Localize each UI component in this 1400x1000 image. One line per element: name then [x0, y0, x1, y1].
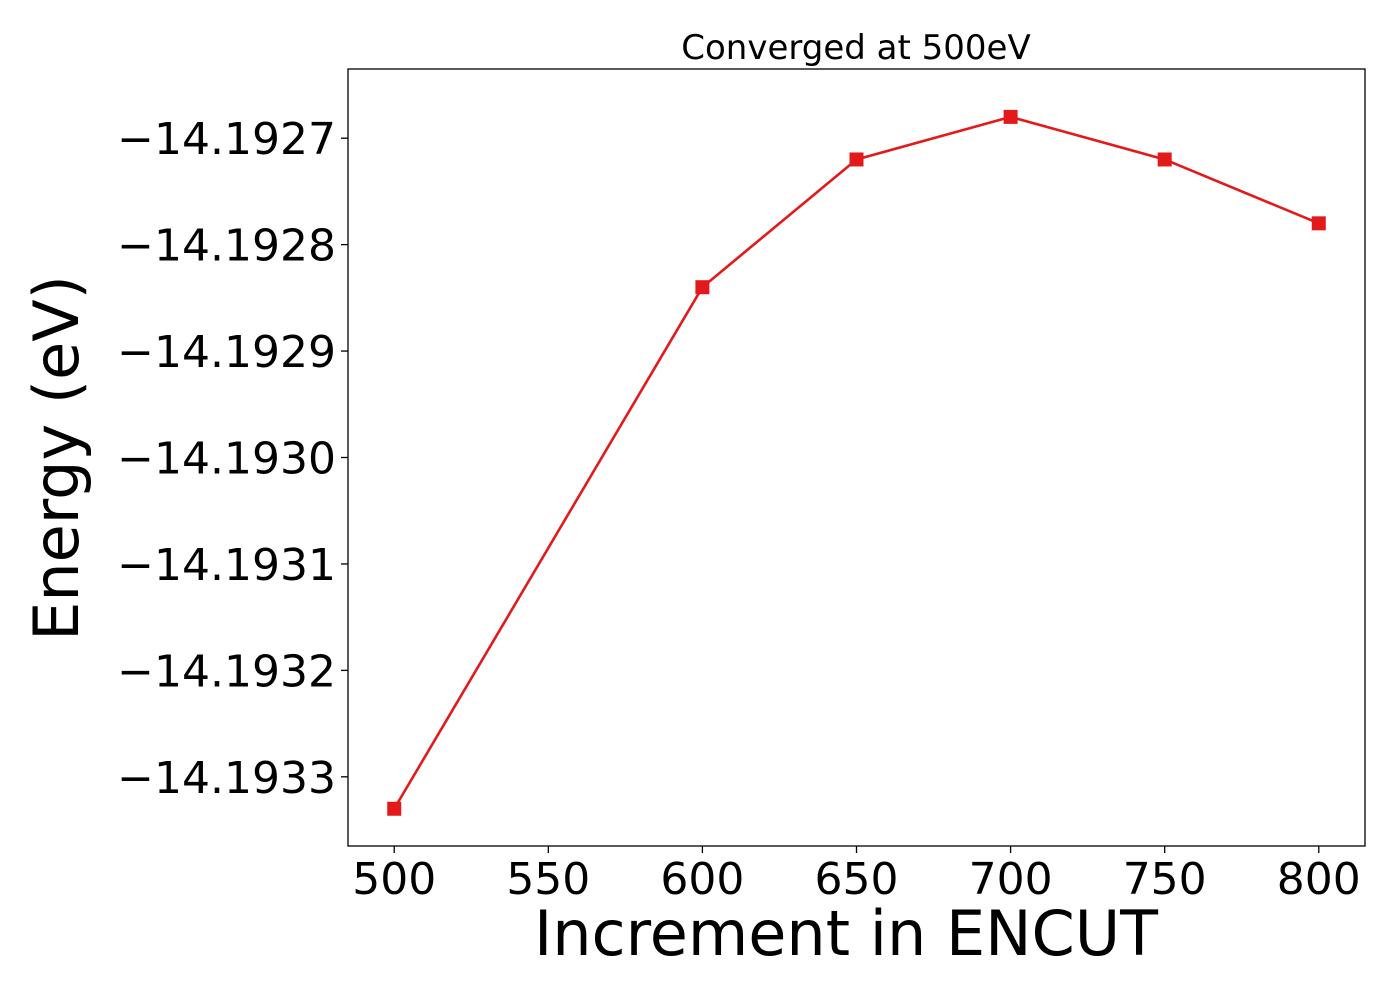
y-tick-label: −14.1931 [117, 540, 336, 591]
x-axis-title: Increment in ENCUT [534, 897, 1159, 970]
y-tick-label: −14.1932 [117, 646, 336, 697]
y-axis-title: Energy (eV) [20, 275, 93, 641]
plot-frame [347, 68, 1366, 847]
x-tick-label: 750 [1123, 854, 1207, 905]
data-point-marker [1003, 109, 1018, 124]
data-point-marker [1157, 152, 1172, 167]
chart-title: Converged at 500eV [681, 28, 1030, 68]
x-tick-label: 700 [969, 854, 1053, 905]
data-point-marker [849, 152, 864, 167]
x-tick-label: 650 [815, 854, 899, 905]
y-tick-label: −14.1928 [117, 221, 336, 272]
x-tick-label: 800 [1277, 854, 1361, 905]
series-line [393, 115, 1320, 810]
x-tick-label: 500 [352, 854, 436, 905]
x-tick-label: 550 [506, 854, 590, 905]
x-tick-label: 600 [660, 854, 744, 905]
y-tick-label: −14.1933 [117, 753, 336, 804]
x-axis-ticks: 500 550 600 650 700 750 800 [352, 846, 1361, 905]
y-tick-label: −14.1929 [117, 327, 336, 378]
y-tick-label: −14.1930 [117, 434, 336, 485]
data-point-marker [387, 801, 402, 816]
y-axis-ticks: −14.1927 −14.1928 −14.1929 −14.1930 −14.1931… [117, 114, 348, 804]
data-point-marker [1311, 216, 1326, 231]
y-tick-label: −14.1927 [117, 114, 336, 165]
series-layer [387, 109, 1326, 816]
data-point-marker [695, 280, 710, 295]
